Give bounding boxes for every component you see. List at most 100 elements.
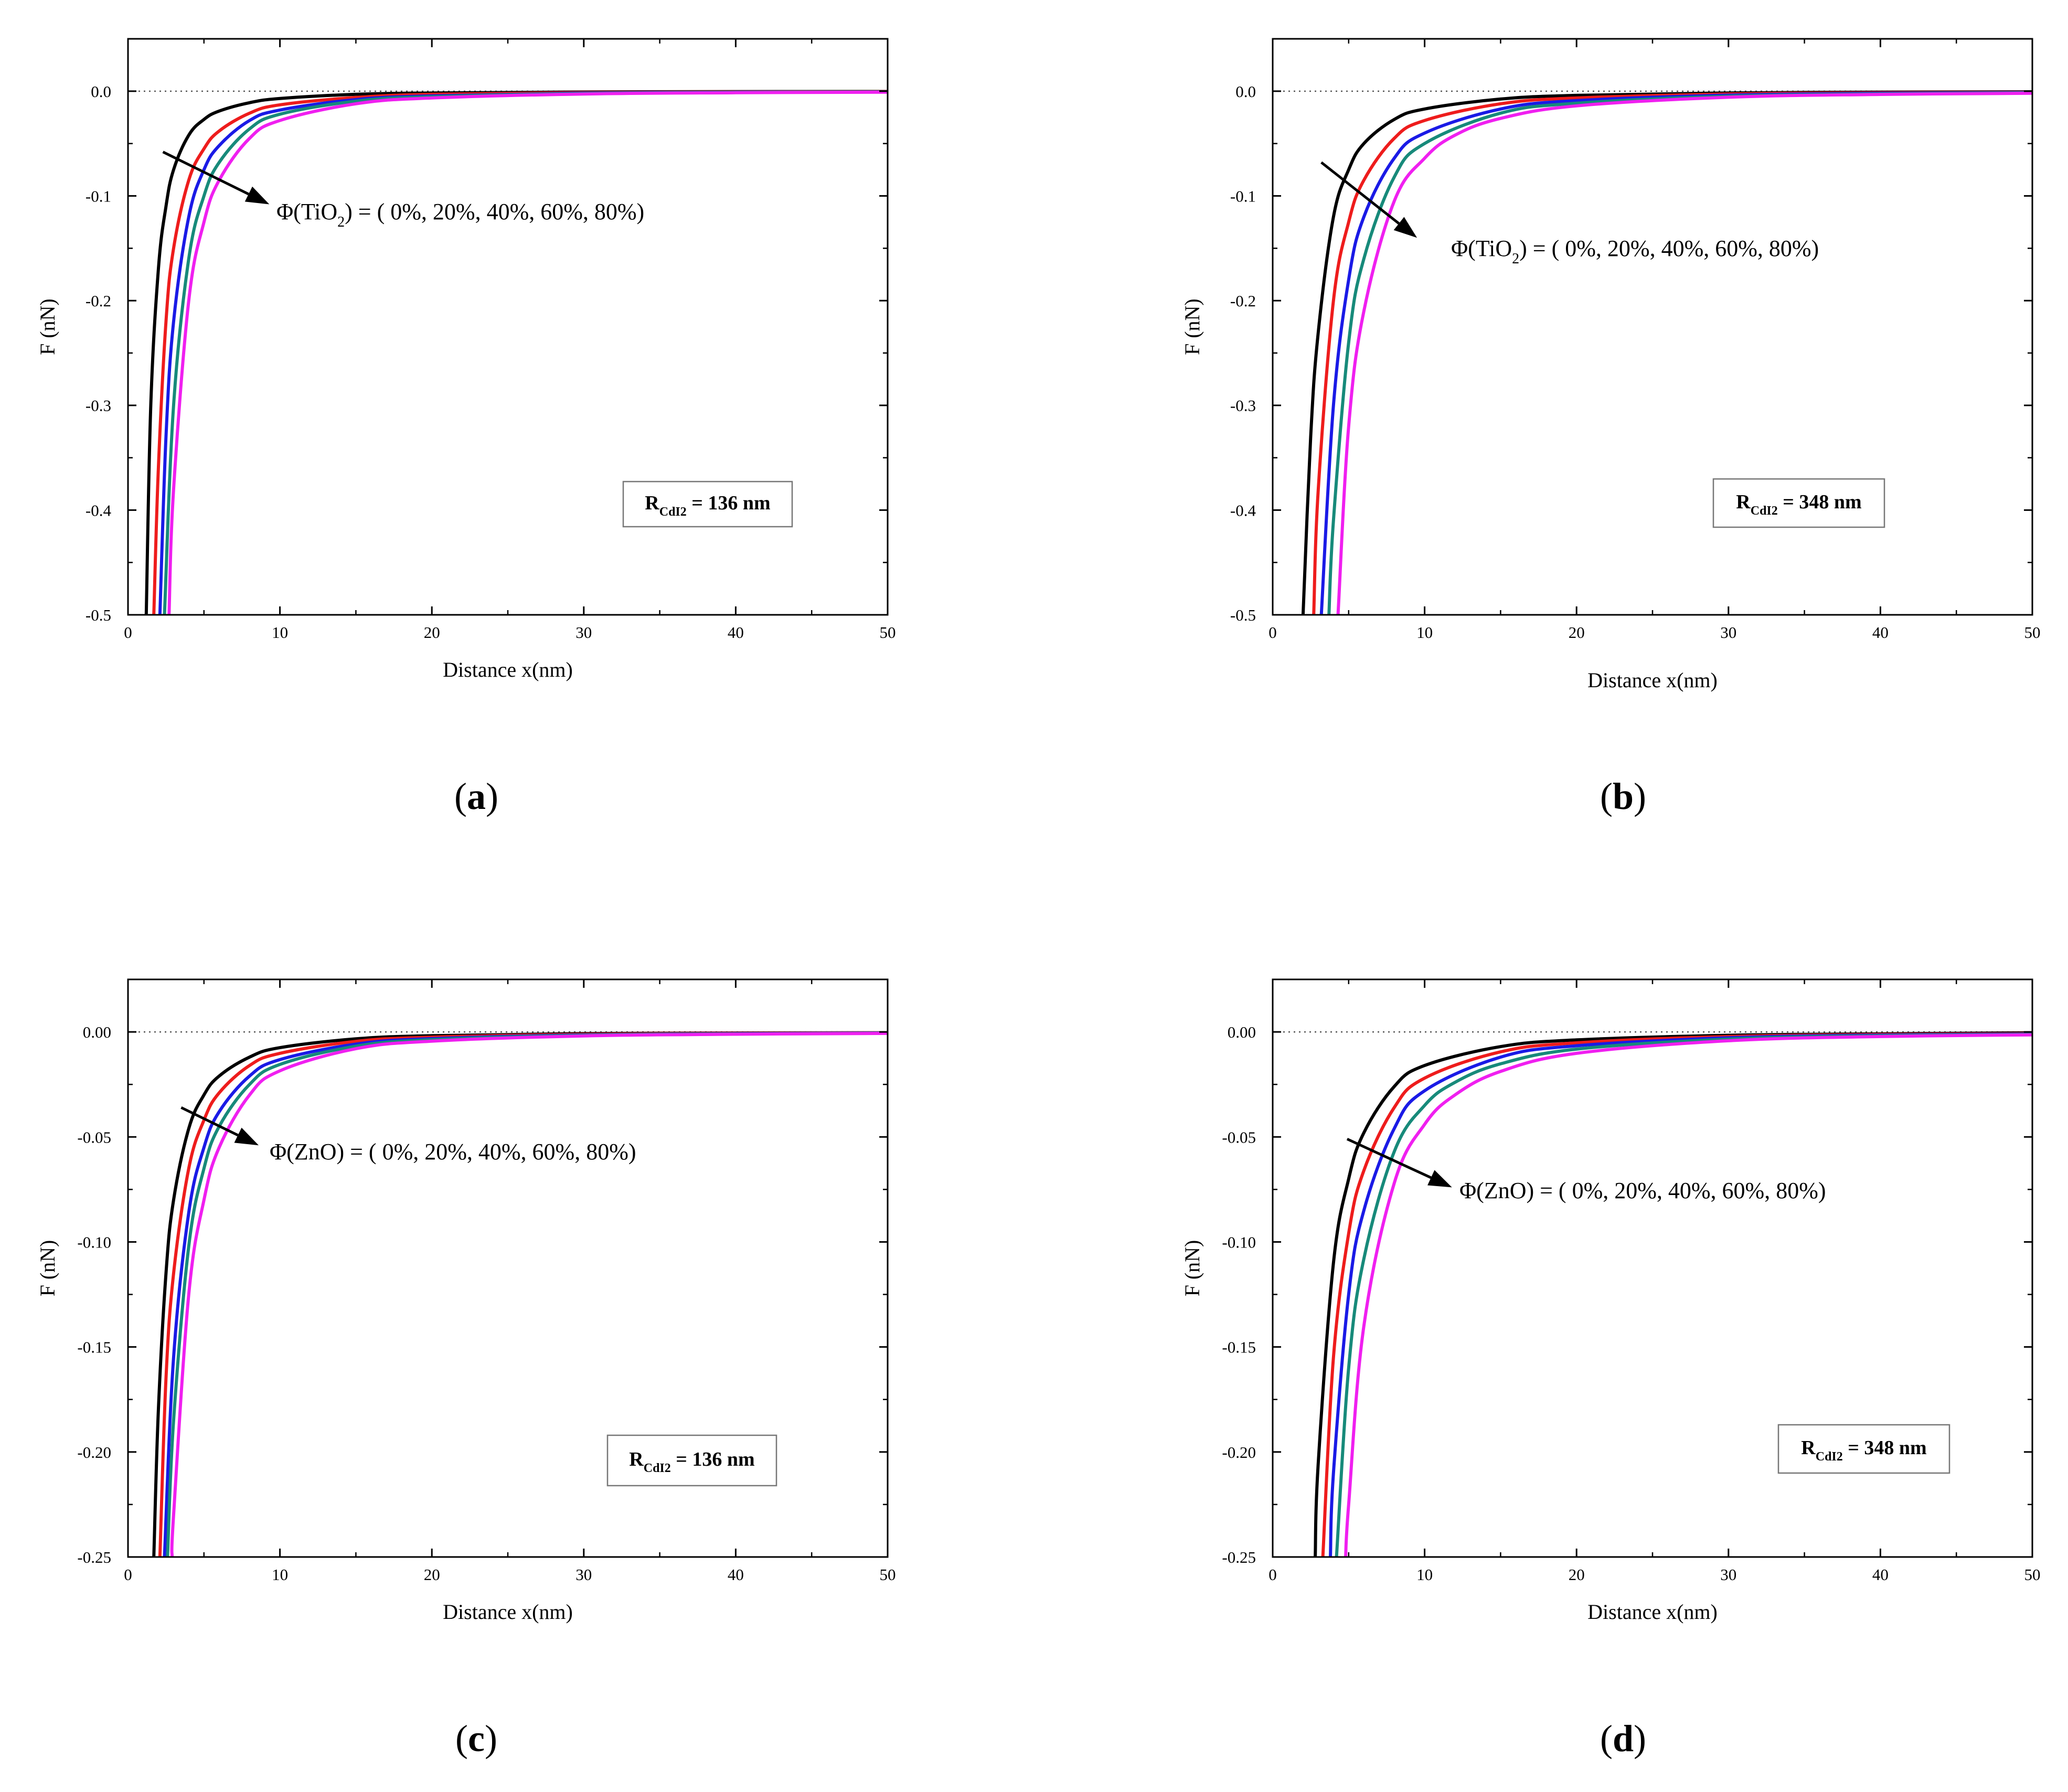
arrow-line (1346, 1138, 1432, 1179)
x-tick-label: 30 (575, 1565, 592, 1584)
radius-value: = 136 nm (687, 492, 771, 514)
x-tick-label: 50 (880, 623, 896, 642)
chart-panel-1: 0 10 20 30 40 50 0.0 -0.1 -0.2 -0.3 -0.4 -0.5 Distan… (36, 38, 896, 817)
x-tick-label: 20 (1569, 1565, 1585, 1584)
x-tick-label: 50 (2024, 623, 2041, 642)
panel-label-close: ) (1634, 1718, 1646, 1759)
series-line-3 (1319, 91, 2032, 615)
panel-label-close: ) (1634, 775, 1646, 817)
x-tick-label: 20 (1569, 623, 1585, 642)
x-tick-label: 0 (1268, 623, 1277, 642)
phi-annotation: Φ(ZnO) = ( 0%, 20%, 40%, 60%, 80%) (1459, 1178, 1826, 1203)
radius-value: = 136 nm (671, 1448, 755, 1470)
chart-panel-4: 0 10 20 30 40 50 0.00 -0.05 -0.10 -0.15 -0.20 -0.25… (1180, 978, 2041, 1759)
annotation-prefix: Φ(ZnO) = ( 0%, 20%, 40%, 60%, 80%) (270, 1139, 636, 1165)
panel-label-open: ( (455, 1718, 468, 1759)
panel-label: (a) (454, 775, 498, 817)
y-tick-label: -0.4 (1230, 501, 1256, 519)
panel-label: (b) (1600, 775, 1646, 817)
arrow-line (162, 151, 249, 196)
series-line-2 (158, 1031, 888, 1557)
y-tick-label: -0.1 (86, 187, 111, 205)
y-tick-label: -0.05 (1222, 1128, 1256, 1146)
series-line-5 (1336, 91, 2032, 615)
annotation-prefix: Φ(TiO (1451, 236, 1512, 261)
x-axis-label: Distance x(nm) (443, 1600, 573, 1624)
radius-label: RCdI2 = 136 nm (645, 492, 770, 519)
arrow-head (1427, 1170, 1452, 1188)
series-line-3 (158, 90, 888, 615)
annotation-prefix: Φ(ZnO) = ( 0%, 20%, 40%, 60%, 80%) (1459, 1178, 1826, 1203)
series-line-4 (1327, 91, 2032, 615)
radius-value: = 348 nm (1843, 1437, 1927, 1459)
radius-box (622, 481, 793, 528)
x-tick-label: 10 (272, 1565, 288, 1584)
x-tick-label: 10 (1416, 1565, 1433, 1584)
radius-box (1777, 1424, 1950, 1474)
series-line-1 (1314, 1031, 2032, 1557)
y-tick-label: -0.5 (1230, 606, 1256, 624)
panel-label-letter: c (468, 1718, 485, 1759)
y-tick-label: -0.10 (77, 1233, 111, 1251)
series-line-4 (166, 1031, 888, 1557)
y-tick-label: -0.05 (77, 1128, 111, 1146)
arrow-head (1393, 217, 1417, 238)
series-line-1 (152, 1031, 888, 1557)
radius-value: = 348 nm (1778, 491, 1862, 513)
y-tick-label: -0.15 (77, 1338, 111, 1357)
radius-label: RCdI2 = 348 nm (1736, 491, 1861, 518)
panel-label-open: ( (1600, 775, 1613, 817)
y-axis-label: F (nN) (1180, 1240, 1204, 1297)
x-tick-label: 40 (728, 1565, 744, 1584)
radius-label: RCdI2 = 348 nm (1801, 1437, 1926, 1464)
x-tick-label: 10 (1416, 623, 1433, 642)
y-axis-label: F (nN) (36, 298, 59, 355)
series-line-4 (163, 90, 888, 615)
series-line-2 (1321, 1032, 2032, 1557)
radius-prefix: R (1801, 1437, 1816, 1459)
panel-label-letter: a (467, 775, 486, 817)
annotation-suffix: ) = ( 0%, 20%, 40%, 60%, 80%) (1519, 236, 1819, 261)
y-tick-label: -0.10 (1222, 1233, 1256, 1251)
x-tick-label: 10 (272, 623, 288, 642)
arrow-head (234, 1127, 259, 1146)
y-axis-label: F (nN) (1180, 298, 1204, 355)
panel-label-letter: d (1613, 1718, 1634, 1759)
x-tick-label: 40 (1872, 623, 1889, 642)
radius-subscript: CdI2 (1816, 1450, 1843, 1464)
x-tick-label: 50 (2024, 1565, 2041, 1584)
arrow-line (1320, 161, 1400, 225)
x-tick-label: 0 (124, 623, 132, 642)
radius-prefix: R (645, 492, 659, 514)
y-tick-label: -0.3 (86, 397, 111, 415)
chart-panel-2: 0 10 20 30 40 50 0.0 -0.1 -0.2 -0.3 -0.4 -0.5 Distan… (1180, 38, 2041, 817)
series-line-4 (1335, 1032, 2032, 1557)
series-line-5 (1344, 1033, 2032, 1557)
x-tick-label: 40 (728, 623, 744, 642)
x-tick-label: 30 (575, 623, 592, 642)
radius-label: RCdI2 = 136 nm (629, 1448, 754, 1475)
y-tick-label: -0.15 (1222, 1338, 1256, 1357)
y-tick-label: -0.20 (1222, 1443, 1256, 1462)
y-tick-label: -0.25 (77, 1548, 111, 1566)
y-tick-label: -0.5 (86, 606, 111, 624)
x-axis-label: Distance x(nm) (1587, 668, 1718, 692)
y-tick-label: -0.2 (86, 292, 111, 310)
y-tick-label: 0.0 (1235, 82, 1256, 101)
series-line-5 (167, 90, 888, 615)
panel-label-open: ( (1600, 1718, 1613, 1759)
series-line-2 (1312, 90, 2032, 615)
x-axis-label: Distance x(nm) (443, 658, 573, 681)
y-tick-label: -0.2 (1230, 292, 1256, 310)
panel-label: (d) (1600, 1718, 1646, 1759)
series-line-2 (152, 90, 888, 615)
panel-label-close: ) (485, 1718, 497, 1759)
y-tick-label: -0.1 (1230, 187, 1256, 205)
series-line-5 (170, 1031, 888, 1557)
radius-box (606, 1434, 777, 1487)
annotation-prefix: Φ(TiO (276, 199, 337, 225)
x-tick-label: 40 (1872, 1565, 1889, 1584)
panel-label-close: ) (486, 775, 498, 817)
